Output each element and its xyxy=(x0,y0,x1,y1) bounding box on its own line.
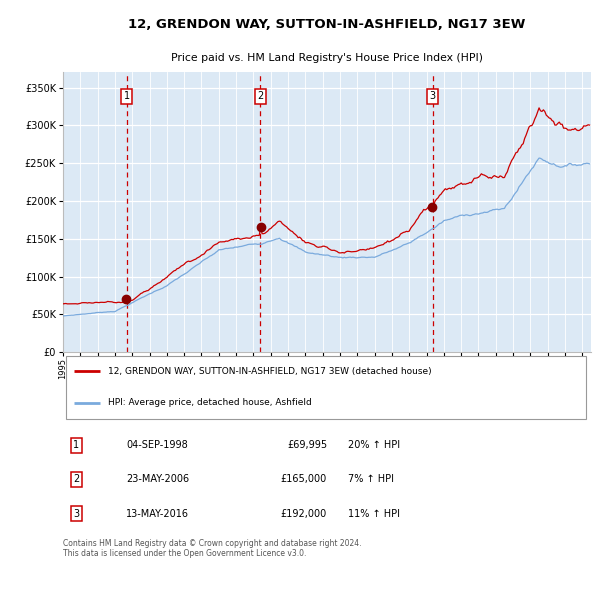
Text: 11% ↑ HPI: 11% ↑ HPI xyxy=(348,509,400,519)
FancyBboxPatch shape xyxy=(65,356,586,419)
Text: 3: 3 xyxy=(430,91,436,101)
Text: £69,995: £69,995 xyxy=(287,440,327,450)
Text: 13-MAY-2016: 13-MAY-2016 xyxy=(127,509,190,519)
Text: 12, GRENDON WAY, SUTTON-IN-ASHFIELD, NG17 3EW (detached house): 12, GRENDON WAY, SUTTON-IN-ASHFIELD, NG1… xyxy=(108,366,431,376)
Text: 23-MAY-2006: 23-MAY-2006 xyxy=(127,474,190,484)
Text: Contains HM Land Registry data © Crown copyright and database right 2024.
This d: Contains HM Land Registry data © Crown c… xyxy=(63,539,361,558)
Text: HPI: Average price, detached house, Ashfield: HPI: Average price, detached house, Ashf… xyxy=(108,398,311,407)
Text: 1: 1 xyxy=(124,91,130,101)
Text: 7% ↑ HPI: 7% ↑ HPI xyxy=(348,474,394,484)
Text: 20% ↑ HPI: 20% ↑ HPI xyxy=(348,440,400,450)
Text: 04-SEP-1998: 04-SEP-1998 xyxy=(127,440,188,450)
Text: £192,000: £192,000 xyxy=(281,509,327,519)
Text: 3: 3 xyxy=(73,509,79,519)
Text: 12, GRENDON WAY, SUTTON-IN-ASHFIELD, NG17 3EW: 12, GRENDON WAY, SUTTON-IN-ASHFIELD, NG1… xyxy=(128,18,526,31)
Text: 2: 2 xyxy=(257,91,263,101)
Text: 2: 2 xyxy=(73,474,79,484)
Text: 1: 1 xyxy=(73,440,79,450)
Text: £165,000: £165,000 xyxy=(281,474,327,484)
Text: Price paid vs. HM Land Registry's House Price Index (HPI): Price paid vs. HM Land Registry's House … xyxy=(171,53,483,63)
